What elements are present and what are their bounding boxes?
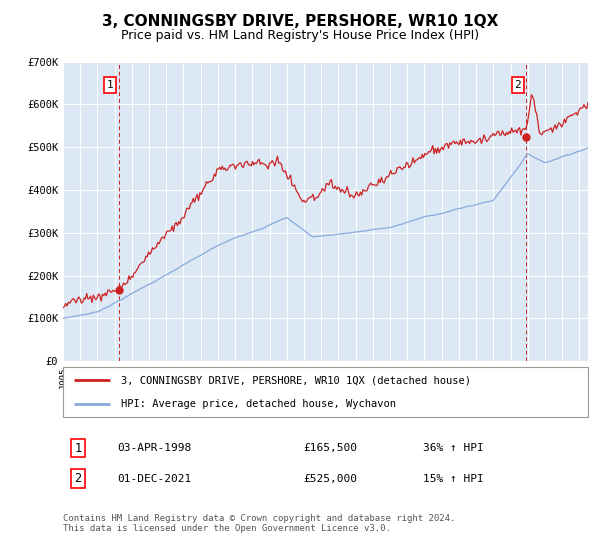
Text: 36% ↑ HPI: 36% ↑ HPI	[423, 443, 484, 453]
FancyBboxPatch shape	[63, 367, 588, 417]
Text: 2: 2	[514, 80, 521, 90]
Text: £165,500: £165,500	[303, 443, 357, 453]
Text: 2: 2	[74, 472, 82, 486]
Text: 03-APR-1998: 03-APR-1998	[117, 443, 191, 453]
Text: 15% ↑ HPI: 15% ↑ HPI	[423, 474, 484, 484]
Text: 3, CONNINGSBY DRIVE, PERSHORE, WR10 1QX (detached house): 3, CONNINGSBY DRIVE, PERSHORE, WR10 1QX …	[121, 375, 471, 385]
Text: 01-DEC-2021: 01-DEC-2021	[117, 474, 191, 484]
Text: Price paid vs. HM Land Registry's House Price Index (HPI): Price paid vs. HM Land Registry's House …	[121, 29, 479, 42]
Text: HPI: Average price, detached house, Wychavon: HPI: Average price, detached house, Wych…	[121, 399, 396, 409]
Text: £525,000: £525,000	[303, 474, 357, 484]
Text: 1: 1	[107, 80, 114, 90]
Text: Contains HM Land Registry data © Crown copyright and database right 2024.
This d: Contains HM Land Registry data © Crown c…	[63, 514, 455, 534]
Text: 3, CONNINGSBY DRIVE, PERSHORE, WR10 1QX: 3, CONNINGSBY DRIVE, PERSHORE, WR10 1QX	[102, 14, 498, 29]
Text: 1: 1	[74, 441, 82, 455]
